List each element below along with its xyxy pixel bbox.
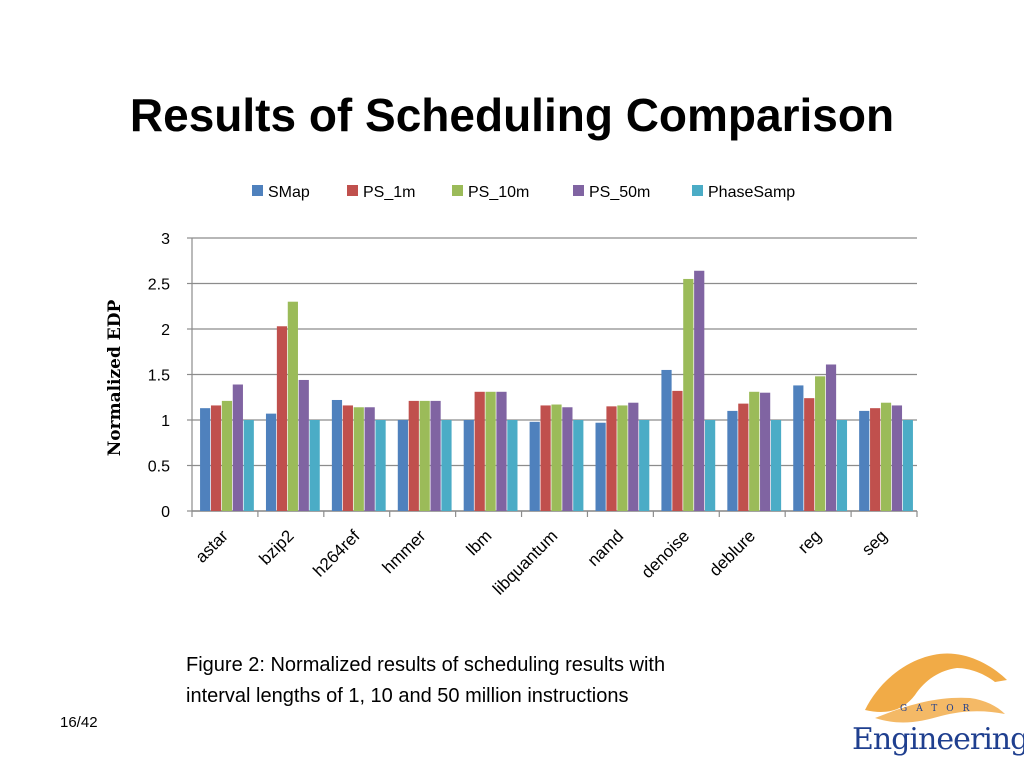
bar-phasesamp-seg — [902, 420, 913, 511]
legend-swatch-smap — [252, 185, 263, 196]
x-tick-label: namd — [584, 526, 628, 570]
bar-ps_50m-namd — [628, 402, 639, 511]
y-axis-label: Normalized EDP — [105, 300, 125, 457]
x-tick-label: lbm — [463, 526, 496, 559]
bar-ps_10m-libquantum — [551, 404, 562, 511]
bar-phasesamp-deblure — [770, 420, 782, 511]
x-tick-label: h264ref — [309, 526, 363, 580]
bar-ps_10m-bzip2 — [287, 301, 298, 511]
bar-ps_50m-denoise — [694, 270, 705, 511]
bar-ps_1m-denoise — [672, 390, 683, 511]
bar-ps_10m-deblure — [749, 391, 760, 511]
bar-phasesamp-bzip2 — [309, 420, 320, 511]
bar-ps_10m-reg — [815, 376, 826, 511]
bar-ps_10m-hmmer — [419, 400, 430, 511]
x-tick-label: hmmer — [379, 526, 430, 577]
bar-ps_1m-reg — [804, 398, 815, 511]
bar-ps_10m-astar — [221, 400, 233, 511]
legend-swatch-ps_10m — [452, 185, 463, 196]
y-axis-ticks: 0 0.5 1 1.5 2 2.5 3 — [148, 231, 170, 521]
bar-ps_1m-astar — [210, 405, 222, 511]
y-tick-label: 2.5 — [148, 277, 170, 294]
bar-ps_50m-bzip2 — [298, 379, 309, 511]
bar-ps_50m-reg — [825, 364, 837, 511]
bar-smap-seg — [859, 410, 870, 511]
legend-label-phasesamp: PhaseSamp — [708, 184, 795, 201]
bar-phasesamp-astar — [243, 420, 254, 511]
bar-ps_10m-denoise — [683, 278, 694, 511]
y-tick-label: 0 — [161, 504, 170, 521]
bar-ps_1m-lbm — [474, 391, 485, 511]
bar-phasesamp-h264ref — [375, 420, 386, 511]
bar-smap-hmmer — [397, 420, 408, 511]
page-number: 16/42 — [60, 714, 98, 731]
bar-ps_50m-h264ref — [364, 407, 375, 511]
x-tick-label: astar — [192, 526, 232, 566]
bar-ps_10m-namd — [617, 405, 628, 511]
bar-phasesamp-reg — [836, 420, 848, 511]
legend-label-ps_1m: PS_1m — [363, 184, 415, 201]
x-tick-label: denoise — [638, 526, 694, 582]
y-tick-label: 2 — [161, 322, 170, 339]
x-tick-label: reg — [794, 526, 825, 557]
legend-swatch-phasesamp — [692, 185, 703, 196]
legend-label-smap: SMap — [268, 184, 310, 201]
legend-label-ps_50m: PS_50m — [589, 184, 650, 201]
bar-ps_50m-libquantum — [562, 407, 573, 511]
bar-phasesamp-namd — [639, 420, 650, 511]
bar-smap-h264ref — [331, 399, 343, 511]
bar-ps_50m-seg — [891, 405, 903, 511]
bar-phasesamp-libquantum — [573, 420, 584, 511]
y-tick-label: 1.5 — [148, 368, 170, 385]
bar-ps_50m-astar — [232, 384, 243, 511]
x-tick-label: bzip2 — [256, 526, 298, 568]
x-tick-label: libquantum — [489, 526, 561, 598]
logo-engineering-text: Engineering — [852, 722, 1024, 757]
bar-ps_1m-bzip2 — [276, 326, 288, 511]
bar-ps_50m-lbm — [496, 391, 507, 511]
bar-ps_10m-h264ref — [353, 407, 364, 511]
slide-title: Results of Scheduling Comparison — [129, 89, 895, 141]
x-tick-label: deblure — [706, 526, 760, 580]
bar-smap-astar — [200, 408, 211, 511]
bar-ps_1m-libquantum — [540, 405, 551, 511]
bar-smap-lbm — [463, 420, 474, 511]
bar-smap-bzip2 — [265, 413, 277, 511]
chart-bars — [200, 270, 913, 511]
x-tick-label: seg — [858, 526, 891, 559]
bar-ps_50m-deblure — [760, 392, 771, 511]
bar-smap-denoise — [661, 369, 672, 511]
bar-ps_1m-h264ref — [342, 405, 353, 511]
bar-smap-libquantum — [529, 421, 540, 511]
legend-label-ps_10m: PS_10m — [468, 184, 529, 201]
bar-smap-deblure — [727, 410, 738, 511]
legend-swatch-ps_50m — [573, 185, 584, 196]
bar-ps_50m-hmmer — [430, 400, 441, 511]
bar-ps_10m-lbm — [485, 391, 496, 511]
caption-line-2: interval lengths of 1, 10 and 50 million… — [186, 685, 629, 707]
gator-engineering-logo — [865, 653, 1007, 723]
logo-gator-text: GATOR — [900, 704, 979, 714]
chart-legend: SMap PS_1m PS_10m PS_50m PhaseSamp — [252, 184, 795, 201]
bar-smap-reg — [793, 385, 804, 511]
bar-phasesamp-denoise — [705, 420, 716, 511]
bar-ps_1m-namd — [606, 406, 617, 511]
bar-smap-namd — [595, 422, 606, 511]
caption-line-1: Figure 2: Normalized results of scheduli… — [186, 654, 666, 676]
bar-ps_10m-seg — [880, 402, 892, 511]
bar-phasesamp-hmmer — [441, 420, 452, 511]
legend-swatch-ps_1m — [347, 185, 358, 196]
bar-ps_1m-deblure — [738, 403, 749, 511]
bar-ps_1m-hmmer — [408, 400, 419, 511]
y-tick-label: 1 — [161, 413, 170, 430]
bar-ps_1m-seg — [870, 408, 881, 511]
y-tick-label: 3 — [161, 231, 170, 248]
figure-caption: Figure 2: Normalized results of scheduli… — [186, 650, 886, 712]
bar-phasesamp-lbm — [507, 420, 518, 511]
y-tick-label: 0.5 — [148, 459, 170, 476]
bar-chart: 0 0.5 1 1.5 2 2.5 3 astar bzip2 h264ref hmmer lbml… — [105, 184, 918, 599]
